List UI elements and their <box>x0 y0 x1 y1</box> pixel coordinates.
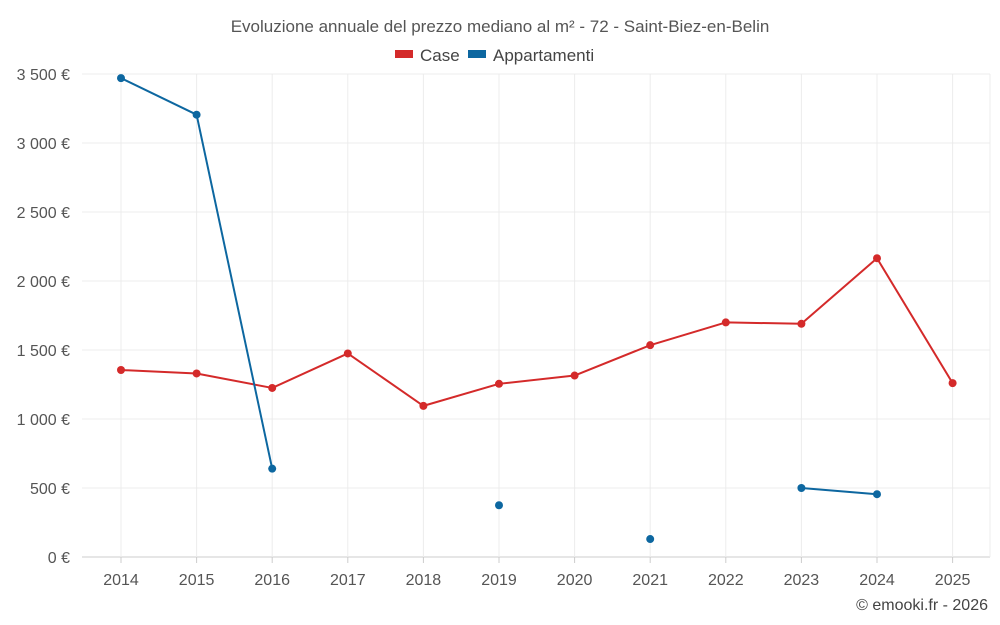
y-tick-label: 1 500 € <box>17 343 70 360</box>
x-tick-label: 2018 <box>406 572 442 589</box>
x-tick-label: 2017 <box>330 572 366 589</box>
y-tick-label: 3 000 € <box>17 136 70 153</box>
x-tick-label: 2014 <box>103 572 139 589</box>
data-point-appartamenti-2015[interactable] <box>192 110 201 119</box>
data-point-appartamenti-2019[interactable] <box>495 501 503 510</box>
x-tick-label: 2021 <box>632 572 668 589</box>
data-point-appartamenti-2023[interactable] <box>797 484 806 492</box>
grid <box>82 73 991 563</box>
x-tick-label: 2025 <box>935 572 971 589</box>
data-point-appartamenti-2016[interactable] <box>268 464 277 473</box>
chart-title: Evoluzione annuale del prezzo mediano al… <box>231 17 770 36</box>
x-tick-label: 2022 <box>708 572 744 589</box>
data-point-appartamenti-2024[interactable] <box>873 490 881 499</box>
data-point-case-2023[interactable] <box>797 319 806 328</box>
y-tick-label: 3 500 € <box>17 67 70 84</box>
series-line-appartamenti <box>801 487 878 496</box>
x-tick-label: 2024 <box>859 572 895 589</box>
y-tick-label: 500 € <box>30 481 70 498</box>
data-point-case-2016[interactable] <box>268 383 277 392</box>
y-tick-label: 2 000 € <box>17 274 70 291</box>
credit: © emooki.fr - 2026 <box>856 597 988 614</box>
x-axis: 2014 2015 2016 2017 2018 2019 2020 2021 2022 2023… <box>103 572 970 589</box>
x-tick-label: 2019 <box>481 572 517 589</box>
data-point-case-2025[interactable] <box>948 379 957 388</box>
legend-swatch-case <box>395 50 413 58</box>
y-tick-label: 1 000 € <box>17 412 70 429</box>
data-point-case-2022[interactable] <box>721 318 730 327</box>
legend-label-case[interactable]: Case <box>420 46 460 65</box>
data-point-case-2014[interactable] <box>117 366 125 375</box>
legend-label-appartamenti[interactable]: Appartamenti <box>493 46 594 65</box>
y-tick-label: 2 500 € <box>17 205 70 222</box>
x-tick-label: 2020 <box>557 572 593 589</box>
y-axis: 0 € 500 € 1 000 € 1 500 € 2 000 € 2 500 € 3 00… <box>17 67 70 567</box>
data-point-appartamenti-2014[interactable] <box>117 74 125 83</box>
data-point-case-2015[interactable] <box>192 369 201 378</box>
legend-swatch-appartamenti <box>468 50 486 58</box>
data-point-case-2024[interactable] <box>873 254 881 263</box>
data-point-appartamenti-2021[interactable] <box>646 535 655 544</box>
series-line-case <box>120 257 954 407</box>
data-point-case-2017[interactable] <box>343 349 352 358</box>
data-point-case-2019[interactable] <box>495 379 503 388</box>
x-tick-label: 2016 <box>254 572 290 589</box>
x-tick-label: 2015 <box>179 572 215 589</box>
y-tick-label: 0 € <box>48 550 70 567</box>
data-point-case-2021[interactable] <box>646 341 655 350</box>
plot-area <box>117 74 957 544</box>
data-point-case-2018[interactable] <box>419 401 428 410</box>
x-tick-label: 2023 <box>784 572 820 589</box>
legend: Case Appartamenti <box>395 46 594 65</box>
data-point-case-2020[interactable] <box>570 371 579 380</box>
